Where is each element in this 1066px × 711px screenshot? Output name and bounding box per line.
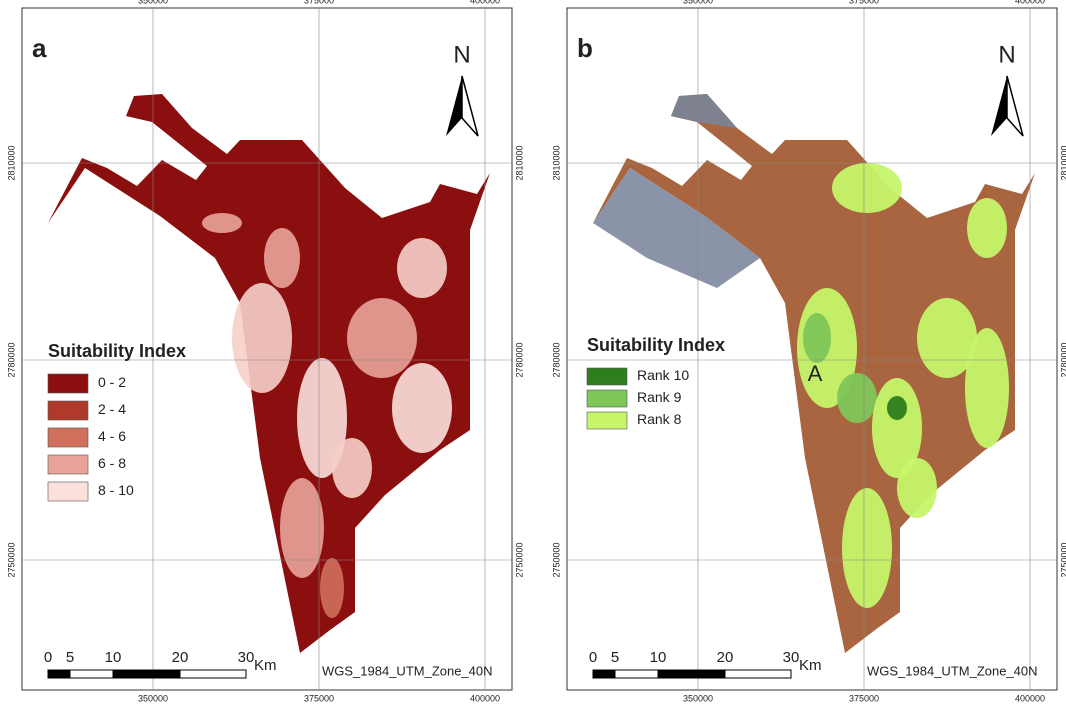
suitability-zone [897, 458, 937, 518]
legend-label: Rank 9 [637, 389, 682, 405]
suitability-zone [332, 438, 372, 498]
scale-label: 20 [172, 649, 189, 666]
legend-swatch [587, 368, 627, 385]
y-tick-label: 2780000 [514, 342, 524, 377]
scale-label: 30 [238, 649, 255, 666]
scale-label: 10 [650, 649, 667, 666]
suitability-zone [320, 558, 344, 618]
scale-segment [48, 670, 70, 678]
map-panel: 350000 350000 375000 375000 400000 400000 2810… [6, 0, 524, 703]
scale-segment [113, 670, 180, 678]
y-tick-label: 2750000 [551, 542, 561, 577]
suitability-zone [397, 238, 447, 298]
suitability-zone [264, 228, 300, 288]
scale-segment [615, 670, 658, 678]
x-tick-label: 400000 [1015, 0, 1045, 5]
projection-label: WGS_1984_UTM_Zone_40N [322, 663, 493, 678]
legend-label: Rank 8 [637, 411, 682, 427]
suitability-zone [837, 373, 877, 423]
x-tick-label: 350000 [138, 693, 168, 703]
suitability-zone [392, 363, 452, 453]
x-tick-label: 375000 [849, 693, 879, 703]
y-tick-label: 2750000 [1059, 542, 1066, 577]
legend-swatch [587, 390, 627, 407]
scale-segment [593, 670, 615, 678]
scale-label: 0 [44, 649, 52, 666]
y-tick-label: 2750000 [6, 542, 16, 577]
scale-unit: Km [254, 657, 277, 674]
map-figure: 350000 350000 375000 375000 400000 400000 2810… [0, 0, 1066, 711]
north-label: N [453, 41, 470, 68]
scale-label: 5 [66, 649, 74, 666]
x-tick-label: 350000 [683, 0, 713, 5]
x-tick-label: 400000 [470, 693, 500, 703]
y-tick-label: 2810000 [1059, 145, 1066, 180]
y-tick-label: 2780000 [1059, 342, 1066, 377]
x-tick-label: 400000 [470, 0, 500, 5]
map-panel: A 350000 350000 375000 375000 400000 400000 281… [551, 0, 1066, 703]
x-tick-label: 375000 [304, 0, 334, 5]
suitability-zone [280, 478, 324, 578]
suitability-zone [887, 396, 907, 420]
scale-segment [70, 670, 113, 678]
suitability-zone [965, 328, 1009, 448]
suitability-zone [967, 198, 1007, 258]
projection-label: WGS_1984_UTM_Zone_40N [867, 663, 1038, 678]
x-tick-label: 375000 [849, 0, 879, 5]
x-tick-label: 375000 [304, 693, 334, 703]
x-tick-label: 350000 [683, 693, 713, 703]
x-tick-label: 400000 [1015, 693, 1045, 703]
north-label: N [998, 41, 1015, 68]
scale-label: 5 [611, 649, 619, 666]
legend-label: 8 - 10 [98, 482, 134, 498]
y-tick-label: 2810000 [6, 145, 16, 180]
scale-segment [180, 670, 246, 678]
legend-label: Rank 10 [637, 367, 689, 383]
legend-swatch [48, 374, 88, 393]
suitability-zone [832, 163, 902, 213]
legend-title: Suitability Index [48, 341, 186, 361]
panel-label: a [32, 33, 47, 63]
scale-label: 20 [717, 649, 734, 666]
legend-label: 4 - 6 [98, 428, 126, 444]
suitability-zone [803, 313, 831, 363]
scale-segment [725, 670, 791, 678]
legend-swatch [48, 455, 88, 474]
scale-label: 30 [783, 649, 800, 666]
suitability-zone [347, 298, 417, 378]
legend-swatch [48, 401, 88, 420]
suitability-zone [232, 283, 292, 393]
x-tick-label: 350000 [138, 0, 168, 5]
legend-label: 2 - 4 [98, 401, 126, 417]
suitability-zone [842, 488, 892, 608]
y-tick-label: 2810000 [514, 145, 524, 180]
legend-label: 0 - 2 [98, 374, 126, 390]
legend-label: 6 - 8 [98, 455, 126, 471]
y-tick-label: 2810000 [551, 145, 561, 180]
scale-unit: Km [799, 657, 822, 674]
y-tick-label: 2780000 [6, 342, 16, 377]
scale-label: 10 [105, 649, 122, 666]
legend-swatch [48, 428, 88, 447]
y-tick-label: 2750000 [514, 542, 524, 577]
legend-swatch [587, 412, 627, 429]
suitability-zone [202, 213, 242, 233]
panel-label: b [577, 33, 593, 63]
scale-segment [658, 670, 725, 678]
y-tick-label: 2780000 [551, 342, 561, 377]
site-annotation: A [808, 361, 823, 386]
legend-title: Suitability Index [587, 335, 725, 355]
scale-label: 0 [589, 649, 597, 666]
legend-swatch [48, 482, 88, 501]
